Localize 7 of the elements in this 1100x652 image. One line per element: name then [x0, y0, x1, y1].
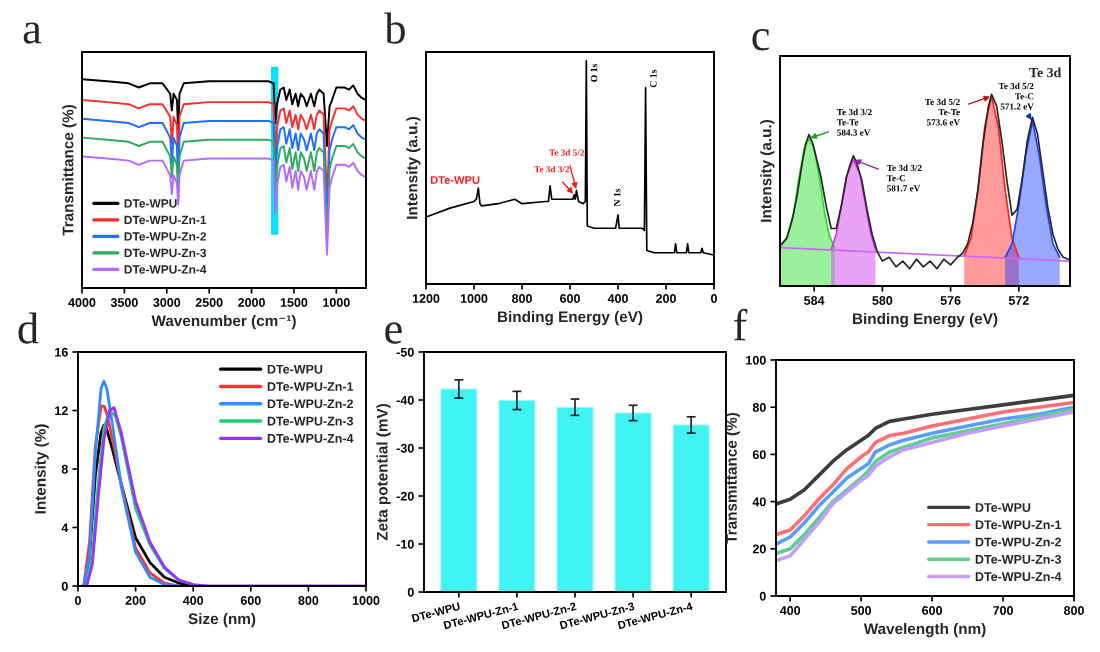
- chart-title: d: [18, 312, 39, 344]
- chart-title: c: [752, 29, 770, 51]
- chart-title: b: [384, 12, 405, 44]
- line-series: [776, 393, 1074, 506]
- chart-title: a: [23, 22, 42, 44]
- chart-title: f: [733, 308, 748, 341]
- chart-title: e: [385, 322, 402, 344]
